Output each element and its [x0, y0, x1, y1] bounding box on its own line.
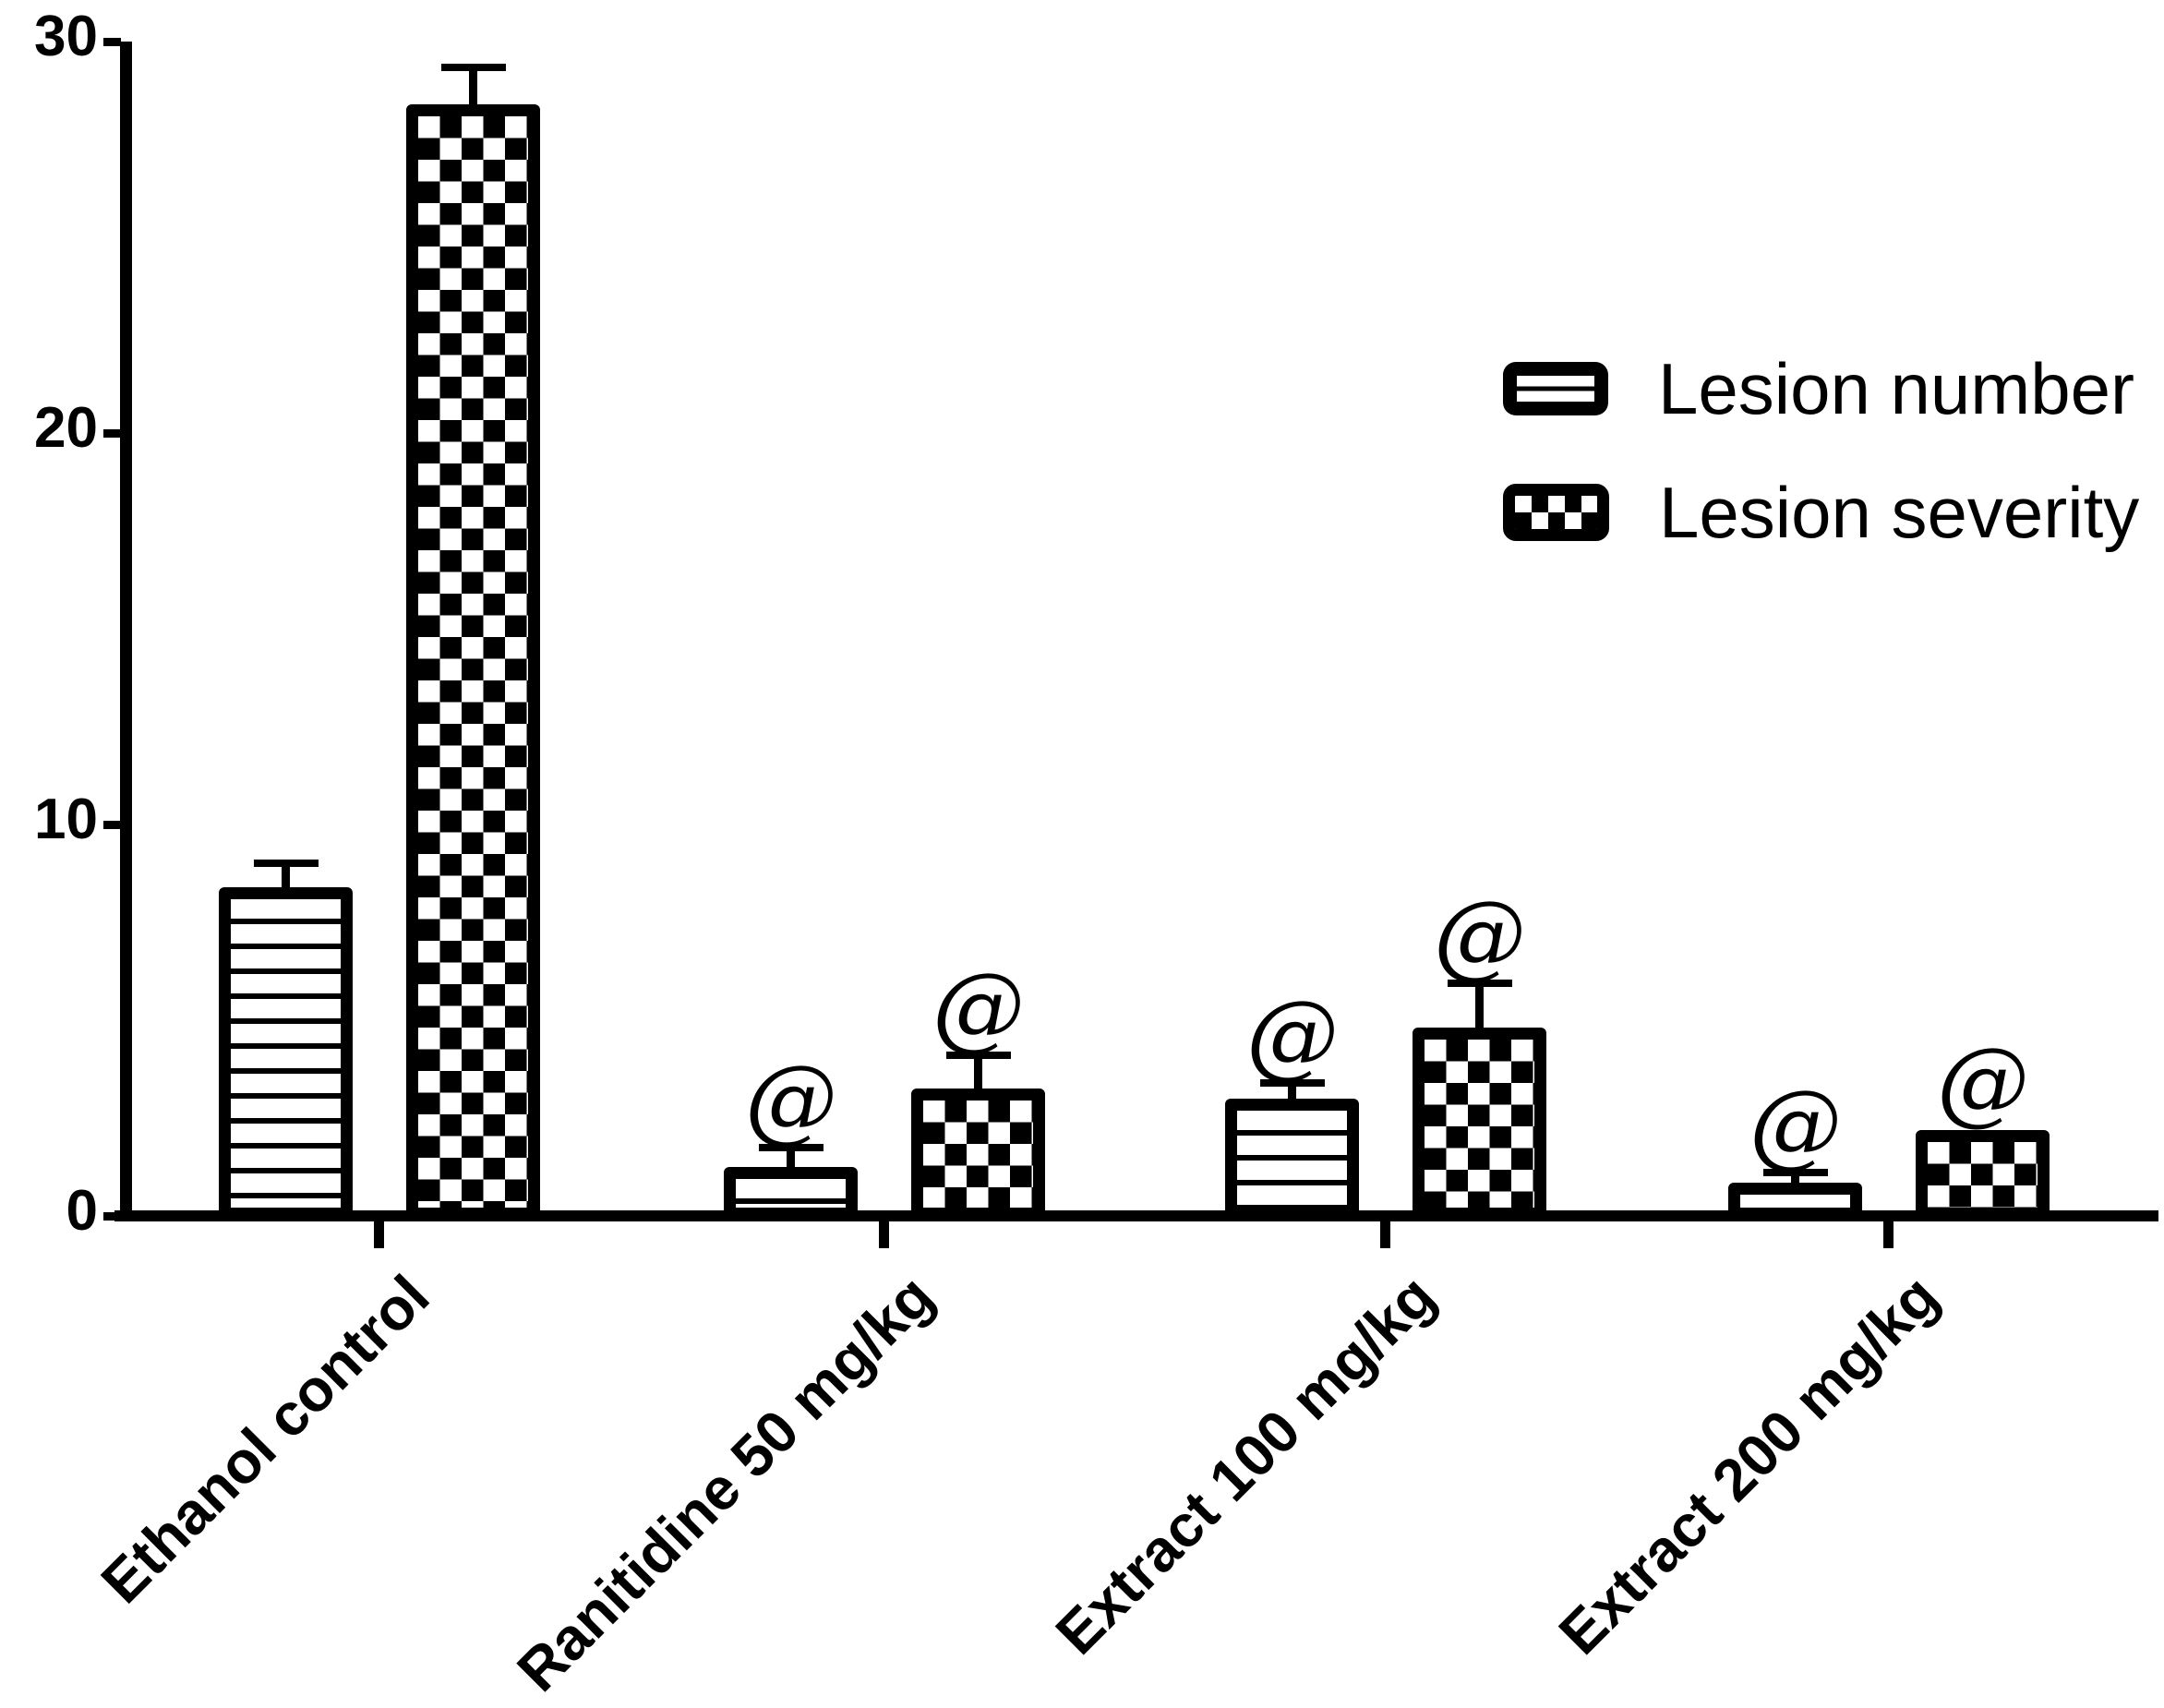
significance-at-annotation: @ — [1434, 881, 1526, 989]
x-axis-label-extract-100-mg-kg: Extract 100 mg/kg — [1042, 1262, 1449, 1667]
y-tick-label-20: 20 — [34, 396, 98, 460]
error-bar-cap — [254, 860, 319, 867]
legend-swatch-checkerboard-icon — [1503, 484, 1609, 541]
significance-at-annotation: @ — [745, 1045, 837, 1153]
bar-lesion-severity-ethanol-control — [406, 104, 540, 1220]
significance-at-annotation: @ — [932, 953, 1025, 1061]
bar-lesion-number-ethanol-control — [219, 887, 353, 1220]
significance-at-annotation: @ — [1749, 1070, 1842, 1178]
x-tick-mark-ethanol-control — [374, 1221, 384, 1248]
significance-at-annotation: @ — [1246, 980, 1339, 1089]
error-bar-stem — [1475, 983, 1484, 1028]
y-tick-label-0: 0 — [66, 1179, 98, 1243]
x-axis-label-ranitidine-50-mg-kg: Ranitidine 50 mg/kg — [504, 1262, 947, 1704]
legend-item-lesion-number: Lesion number — [1503, 353, 2139, 425]
error-bar-stem — [1791, 1173, 1799, 1183]
x-tick-mark-extract-100-mg-kg — [1380, 1221, 1390, 1248]
error-bar-stem — [787, 1148, 795, 1167]
y-tick-mark-20 — [103, 429, 121, 438]
y-axis-line — [120, 42, 132, 1221]
error-bar-stem — [282, 863, 290, 887]
x-tick-mark-extract-200-mg-kg — [1883, 1221, 1894, 1248]
error-bar-cap — [946, 1052, 1011, 1059]
y-tick-mark-30 — [103, 38, 121, 46]
x-axis-line — [114, 1210, 2158, 1221]
legend-label: Lesion severity — [1659, 472, 2140, 553]
y-tick-mark-0 — [103, 1212, 121, 1221]
error-bar-stem — [974, 1055, 982, 1089]
y-tick-mark-10 — [103, 821, 121, 829]
error-bar-cap — [1260, 1079, 1325, 1087]
bar-lesion-number-extract-100-mg-kg — [1225, 1099, 1359, 1220]
x-axis-label-extract-200-mg-kg: Extract 200 mg/kg — [1545, 1262, 1952, 1667]
x-tick-mark-ranitidine-50-mg-kg — [879, 1221, 889, 1248]
x-axis-label-ethanol-control: Ethanol control — [88, 1262, 442, 1617]
error-bar-cap — [1448, 980, 1512, 987]
bar-lesion-severity-extract-100-mg-kg — [1413, 1028, 1546, 1220]
y-tick-label-30: 30 — [34, 5, 98, 68]
y-tick-label-10: 10 — [34, 788, 98, 851]
error-bar-stem — [469, 67, 477, 104]
error-bar-cap — [1763, 1169, 1828, 1176]
legend-swatch-horizontal-stripes-icon — [1503, 362, 1608, 415]
error-bar-cap — [441, 64, 506, 71]
significance-at-annotation: @ — [1937, 1028, 2029, 1136]
error-bar-cap — [759, 1144, 824, 1151]
legend-label: Lesion number — [1658, 348, 2134, 429]
legend: Lesion number Lesion severity — [1503, 353, 2139, 600]
error-bar-stem — [1288, 1083, 1296, 1099]
legend-item-lesion-severity: Lesion severity — [1503, 476, 2139, 548]
